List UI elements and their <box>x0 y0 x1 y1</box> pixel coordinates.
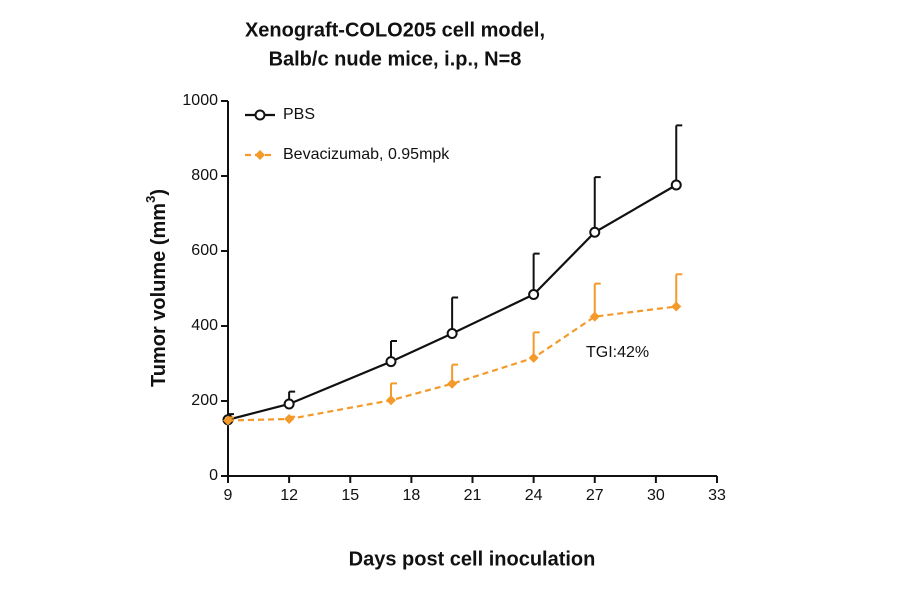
data-point <box>447 378 458 389</box>
y-tick-label: 0 <box>209 467 218 484</box>
data-point <box>671 301 682 312</box>
chart-title: Xenograft-COLO205 cell model, <box>245 19 545 41</box>
y-tick-label: 200 <box>191 392 218 409</box>
legend-marker <box>254 109 266 121</box>
x-tick-label: 12 <box>280 487 298 504</box>
error-bar <box>675 124 683 185</box>
legend-label: PBS <box>283 106 315 123</box>
x-tick-label: 21 <box>464 487 482 504</box>
x-tick-label: 9 <box>224 487 233 504</box>
x-axis-label: Days post cell inoculation <box>349 548 596 570</box>
x-tick-label: 27 <box>586 487 604 504</box>
error-bar <box>675 273 683 307</box>
error-bar <box>451 296 459 334</box>
data-point <box>528 289 540 300</box>
data-point <box>386 395 396 406</box>
y-tick-label: 1000 <box>182 92 218 109</box>
data-point <box>283 398 295 410</box>
y-tick-label: 600 <box>191 242 218 259</box>
data-point <box>528 352 539 363</box>
data-point <box>589 226 601 238</box>
data-point <box>670 179 682 191</box>
x-tick-label: 33 <box>708 487 726 504</box>
y-axis-label-suffix: ) <box>148 189 170 196</box>
data-point <box>385 356 397 368</box>
y-axis-label: Tumor volume (mm3) <box>143 189 170 387</box>
error-bar <box>593 176 601 233</box>
x-tick-label: 24 <box>525 487 543 504</box>
data-point <box>284 414 295 424</box>
legend-label: Bevacizumab, 0.95mpk <box>283 146 450 163</box>
data-point <box>446 328 458 339</box>
y-axis-label-text: Tumor volume (mm <box>148 203 170 387</box>
annotation: TGI:42% <box>586 344 649 361</box>
legend-marker <box>255 150 265 160</box>
error-bar <box>532 252 540 295</box>
y-tick-label: 800 <box>191 167 218 184</box>
error-bar <box>593 282 601 317</box>
x-tick-label: 18 <box>402 487 420 504</box>
data-point <box>223 415 233 426</box>
chart-title: Balb/c nude mice, i.p., N=8 <box>269 48 522 70</box>
x-tick-label: 15 <box>341 487 359 504</box>
data-point <box>589 311 600 322</box>
x-tick-label: 30 <box>647 487 665 504</box>
y-axis-label-sup: 3 <box>143 196 158 203</box>
y-tick-label: 400 <box>191 317 218 334</box>
